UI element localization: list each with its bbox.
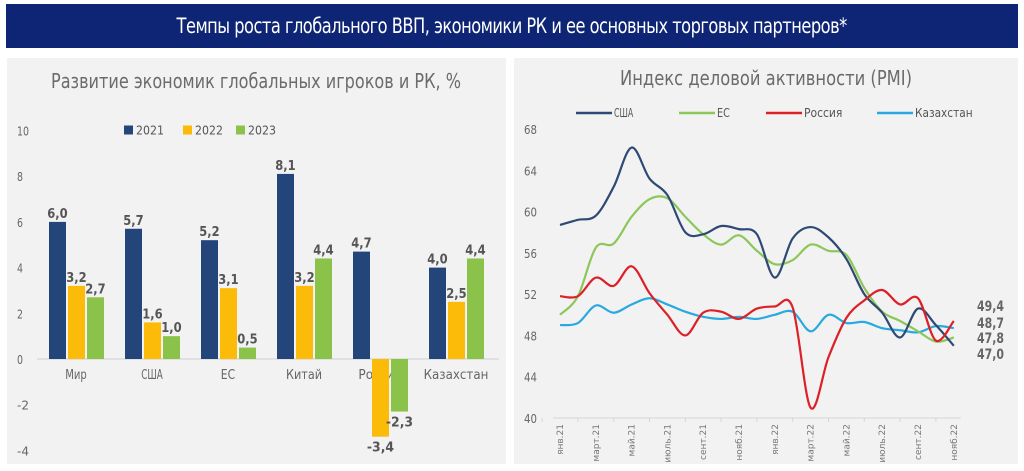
bar-2022-1	[144, 322, 161, 359]
legend-label-1: ЕС	[717, 106, 730, 120]
bar-2023-3	[315, 258, 332, 359]
y-tick-label: 2	[17, 307, 23, 321]
series-line-0	[559, 146, 955, 347]
page-title: Темпы роста глобального ВВП, экономики Р…	[176, 14, 848, 38]
bar-value-label: 4,0	[427, 253, 447, 268]
bar-value-label: 3,1	[218, 273, 238, 288]
page-title-banner: Темпы роста глобального ВВП, экономики Р…	[6, 4, 1018, 48]
y-tick-label: 52	[524, 288, 537, 302]
bar-2023-5	[467, 258, 484, 359]
series-line-2	[559, 265, 955, 410]
legend-label-2: Россия	[804, 106, 842, 120]
bar-value-label: 4,7	[351, 237, 371, 252]
x-tick-label: июль.21	[663, 424, 673, 463]
bar-value-label: 5,7	[123, 214, 143, 229]
bar-value-label: -3,4	[367, 441, 394, 456]
y-tick-label: 0	[17, 353, 23, 367]
bar-2021-1	[125, 228, 142, 359]
bar-value-label: 3,2	[66, 271, 86, 286]
line-chart-title: Индекс деловой активности (PMI)	[620, 66, 912, 90]
legend-swatch-2022	[183, 125, 192, 135]
x-tick-label: сент.21	[699, 424, 709, 460]
bar-2021-2	[201, 240, 218, 359]
category-label: Китай	[286, 368, 322, 383]
x-tick-label: март.21	[592, 424, 602, 462]
legend-swatch-2021	[124, 125, 133, 135]
bar-value-label: 1,6	[142, 307, 162, 322]
legend-label-3: Казахстан	[915, 106, 973, 120]
y-tick-label: 8	[17, 170, 23, 184]
x-tick-label: май.22	[842, 424, 852, 456]
bar-2022-2	[220, 288, 237, 359]
bar-2021-4	[353, 251, 370, 359]
y-tick-label: 68	[524, 123, 537, 137]
bar-value-label: 3,2	[294, 271, 314, 286]
bar-2023-1	[163, 336, 180, 359]
bar-value-label: 8,1	[275, 159, 295, 174]
series-line-1	[559, 195, 955, 343]
pmi-line-chart: Индекс деловой активности (PMI) 68 64 60 56 5…	[524, 66, 1004, 463]
legend-label-2023: 2023	[248, 124, 276, 138]
y-tick-label: 60	[524, 206, 537, 220]
bar-2022-4	[372, 359, 389, 437]
x-tick-label: нояб.21	[735, 424, 745, 461]
legend-label-2021: 2021	[136, 124, 164, 138]
gdp-chart-panel: Развитие экономик глобальных игроков и Р…	[7, 58, 506, 464]
category-label: Мир	[65, 368, 87, 383]
x-tick-label: янв.22	[771, 424, 781, 455]
x-tick-label: май.21	[628, 424, 638, 456]
bar-2021-0	[49, 221, 66, 359]
bar-2023-2	[239, 347, 256, 359]
gdp-bar-chart: Развитие экономик глобальных игроков и Р…	[17, 69, 499, 458]
x-tick-label: март.22	[807, 424, 817, 462]
bar-value-label: 2,7	[85, 282, 105, 297]
pmi-chart-panel: Индекс деловой активности (PMI) 68 64 60 56 5…	[514, 58, 1018, 464]
series-line-3	[559, 297, 954, 334]
bar-2022-0	[68, 285, 85, 359]
bar-value-label: -2,3	[386, 416, 413, 431]
legend-swatch-2023	[236, 125, 245, 135]
bar-value-label: 4,4	[313, 243, 333, 258]
end-value-label-3: 48,7	[977, 316, 1004, 332]
x-tick-label: янв.21	[556, 424, 566, 455]
bar-2021-5	[429, 267, 446, 359]
legend-label-0: США	[614, 106, 634, 120]
y-tick-label: 56	[524, 247, 537, 261]
category-label: США	[141, 368, 163, 383]
bar-2023-4	[391, 359, 408, 412]
bar-2021-3	[277, 173, 294, 359]
end-value-label-1: 47,8	[977, 331, 1004, 347]
bar-chart-title: Развитие экономик глобальных игроков и Р…	[51, 69, 461, 93]
y-tick-label: 44	[524, 371, 537, 385]
bar-value-label: 0,5	[237, 333, 257, 348]
x-tick-label: сент.22	[914, 424, 924, 460]
bar-value-label: 5,2	[199, 225, 219, 240]
x-tick-label: июль.22	[878, 424, 888, 463]
category-label: Казахстан	[424, 368, 489, 383]
y-tick-label: -2	[17, 399, 29, 413]
legend-label-2022: 2022	[195, 124, 223, 138]
x-tick-label: нояб.22	[950, 424, 960, 461]
y-tick-label: 64	[524, 164, 537, 178]
end-value-label-2: 49,4	[977, 299, 1004, 315]
y-tick-label: 6	[17, 216, 23, 230]
bar-2023-0	[87, 297, 104, 359]
y-tick-label: -4	[17, 444, 29, 458]
y-tick-label: 10	[17, 125, 29, 139]
y-tick-label: 4	[17, 262, 23, 276]
bar-2022-3	[296, 285, 313, 359]
y-tick-label: 40	[524, 412, 537, 426]
bar-2022-5	[448, 301, 465, 359]
y-tick-label: 48	[524, 329, 537, 343]
end-value-label-0: 47,0	[977, 347, 1004, 363]
bar-value-label: 1,0	[161, 321, 181, 336]
category-label: ЕС	[221, 368, 235, 383]
bar-value-label: 2,5	[446, 287, 466, 302]
bar-value-label: 4,4	[465, 243, 485, 258]
bar-value-label: 6,0	[47, 207, 67, 222]
